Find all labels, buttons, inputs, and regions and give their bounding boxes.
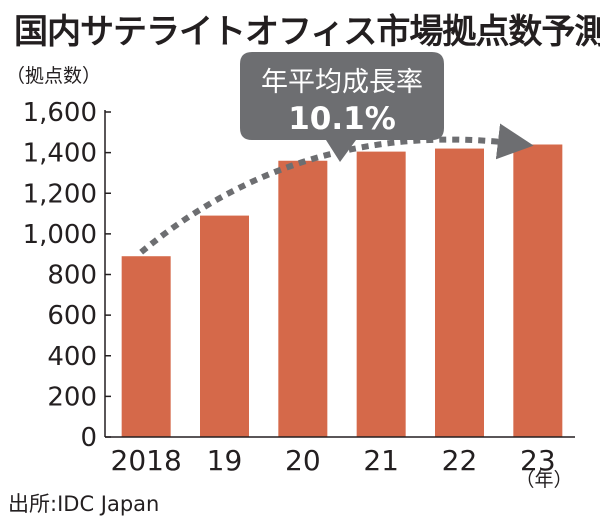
- x-tick-label: 2018: [111, 444, 182, 477]
- y-tick-label: 400: [47, 342, 97, 372]
- y-tick-label: 800: [47, 261, 97, 291]
- y-tick-label: 1,200: [23, 179, 97, 209]
- x-tick-label: 23: [520, 444, 556, 477]
- y-tick-label: 1,000: [23, 220, 97, 250]
- bar-21: [356, 151, 406, 437]
- y-tick-label: 1,400: [23, 139, 97, 169]
- x-tick-label: 22: [442, 444, 478, 477]
- x-tick-label: 20: [285, 444, 321, 477]
- source-note: 出所:IDC Japan: [8, 492, 160, 516]
- callout-value: 10.1%: [288, 101, 396, 137]
- x-axis-unit-label: （年）: [515, 469, 572, 491]
- y-tick-label: 0: [80, 423, 97, 453]
- bar-2018: [121, 256, 171, 437]
- bar-22: [435, 148, 484, 437]
- y-axis-label: （拠点数）: [6, 65, 101, 87]
- x-tick-label: 19: [207, 444, 243, 477]
- bar-20: [278, 160, 328, 437]
- y-tick-label: 200: [47, 382, 97, 412]
- bar-23: [513, 144, 563, 437]
- callout-label: 年平均成長率: [261, 67, 423, 98]
- chart-title: 国内サテライトオフィス市場拠点数予測: [14, 12, 600, 52]
- growth-rate-callout: 年平均成長率 10.1%: [240, 52, 444, 162]
- y-tick-label: 600: [47, 301, 97, 331]
- callout-bubble: [240, 52, 444, 162]
- y-tick-label: 1,600: [23, 98, 97, 128]
- bar-19: [200, 215, 249, 437]
- growth-trend-arrow: [139, 123, 534, 255]
- x-tick-label: 21: [363, 444, 399, 477]
